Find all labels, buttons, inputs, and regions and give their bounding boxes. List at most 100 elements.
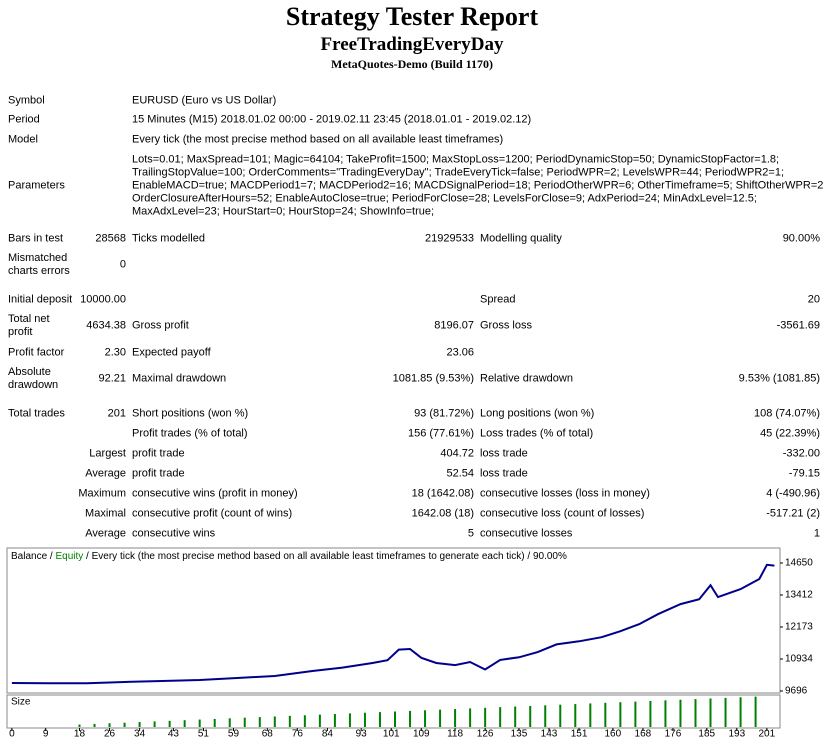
- table-cell: Maximal: [85, 507, 126, 520]
- table-cell: consecutive wins (profit in money): [132, 487, 298, 500]
- table-cell: 20: [807, 293, 820, 306]
- report-subtitle: FreeTradingEveryDay: [320, 34, 504, 55]
- table-cell: profit trade: [132, 467, 185, 480]
- caption-part: /: [83, 551, 91, 562]
- table-cell: 93 (81.72%): [414, 407, 474, 420]
- table-cell: 201: [107, 407, 126, 420]
- table-cell: 4 (-490.96): [766, 487, 820, 500]
- table-cell: 0: [119, 258, 126, 271]
- table-cell: 23.06: [446, 346, 474, 359]
- x-tick-label: 185: [698, 729, 715, 739]
- table-cell: Maximum: [78, 487, 126, 500]
- table-cell: profit trade: [132, 447, 185, 460]
- balance-line: [11, 563, 775, 685]
- table-cell: Relative drawdown: [480, 372, 573, 385]
- x-tick-label: 84: [322, 729, 334, 739]
- balance-chart: Balance / Equity / Every tick (the most …: [6, 547, 813, 739]
- table-cell: Symbol: [8, 94, 45, 107]
- table-cell: Modelling quality: [480, 232, 562, 245]
- table-cell: Spread: [480, 293, 516, 306]
- table-cell: Absolute drawdown: [8, 366, 59, 391]
- x-tick-label: 143: [541, 729, 558, 739]
- table-cell: 21929533: [425, 232, 474, 245]
- table-cell: Initial deposit: [8, 293, 73, 306]
- caption-part: /: [525, 551, 533, 562]
- table-cell: 15 Minutes (M15) 2018.01.02 00:00 - 2019…: [132, 113, 532, 126]
- table-cell: consecutive wins: [132, 527, 216, 540]
- table-cell: loss trade: [480, 447, 528, 460]
- table-cell: Bars in test: [8, 232, 64, 245]
- x-tick-label: 168: [635, 729, 652, 739]
- table-cell: 2.30: [104, 346, 126, 359]
- table-cell: Parameters: [8, 179, 65, 192]
- table-cell: Period: [8, 113, 40, 126]
- table-cell: Long positions (won %): [480, 407, 595, 420]
- table-cell: 1: [813, 527, 820, 540]
- x-tick-label: 126: [477, 729, 494, 739]
- chart-frame: [6, 547, 781, 694]
- table-cell: Profit trades (% of total): [132, 427, 248, 440]
- table-cell: Maximal drawdown: [132, 372, 227, 385]
- table-cell: 28568: [95, 232, 126, 245]
- table-cell: 9.53% (1081.85): [738, 372, 820, 385]
- table-cell: Total trades: [8, 407, 65, 420]
- x-tick-label: 118: [447, 729, 463, 739]
- caption-part: 90.00%: [533, 551, 567, 562]
- caption-part: Every tick (the most precise method base…: [92, 551, 525, 562]
- table-cell: 90.00%: [782, 232, 820, 245]
- table-cell: consecutive losses: [480, 527, 573, 540]
- table-cell: TrailingStopValue=100; OrderComments="Tr…: [132, 166, 784, 179]
- table-cell: 5: [467, 527, 474, 540]
- y-tick-label: 12173: [785, 622, 813, 633]
- table-cell: Ticks modelled: [132, 232, 205, 245]
- table-cell: Profit factor: [8, 346, 65, 359]
- table-cell: -332.00: [782, 447, 820, 460]
- x-tick-label: 51: [198, 729, 210, 739]
- x-tick-label: 109: [413, 729, 430, 739]
- size-frame: [6, 694, 781, 729]
- table-cell: 8196.07: [434, 319, 474, 332]
- table-cell: -517.21 (2): [766, 507, 820, 520]
- y-tick-label: 10934: [785, 654, 813, 665]
- report-title: Strategy Tester Report: [285, 2, 539, 31]
- caption-part: Equity: [55, 551, 83, 562]
- x-tick-label: 160: [605, 729, 622, 739]
- chart-caption: Balance / Equity / Every tick (the most …: [11, 551, 567, 562]
- table-cell: Every tick (the most precise method base…: [132, 133, 504, 146]
- table-cell: consecutive loss (count of losses): [480, 507, 645, 520]
- table-cell: 18 (1642.08): [411, 487, 474, 500]
- table-cell: 1081.85 (9.53%): [392, 372, 474, 385]
- size-label: Size: [11, 697, 31, 708]
- table-cell: 1642.08 (18): [411, 507, 474, 520]
- table-cell: consecutive losses (loss in money): [480, 487, 650, 500]
- table-cell: EnableMACD=true; MACDPeriod1=7; MACDPeri…: [132, 179, 824, 192]
- table-cell: 92.21: [98, 372, 126, 385]
- table-cell: Total net profit: [8, 313, 50, 338]
- x-tick-label: 59: [228, 729, 240, 739]
- x-tick-label: 101: [383, 729, 400, 739]
- table-cell: -79.15: [788, 467, 820, 480]
- table-cell: Expected payoff: [132, 346, 211, 359]
- x-tick-label: 43: [168, 729, 180, 739]
- x-tick-label: 34: [134, 729, 146, 739]
- table-cell: Largest: [89, 447, 126, 460]
- x-tick-label: 201: [759, 729, 776, 739]
- x-tick-label: 93: [356, 729, 368, 739]
- y-tick-label: 13412: [785, 590, 813, 601]
- caption-part: Balance: [11, 551, 48, 562]
- caption-part: /: [47, 551, 55, 562]
- table-cell: Average: [85, 467, 126, 480]
- x-tick-label: 26: [104, 729, 116, 739]
- table-cell: 52.54: [446, 467, 474, 480]
- table-cell: Gross profit: [132, 319, 189, 332]
- x-tick-label: 76: [292, 729, 304, 739]
- x-tick-label: 68: [262, 729, 274, 739]
- table-cell: 10000.00: [80, 293, 126, 306]
- table-cell: Mismatched charts errors: [8, 252, 70, 277]
- table-cell: consecutive profit (count of wins): [132, 507, 293, 520]
- table-cell: 45 (22.39%): [760, 427, 820, 440]
- table-cell: 4634.38: [86, 319, 126, 332]
- table-cell: Short positions (won %): [132, 407, 249, 420]
- x-tick-label: 0: [9, 729, 15, 739]
- table-cell: Gross loss: [480, 319, 532, 332]
